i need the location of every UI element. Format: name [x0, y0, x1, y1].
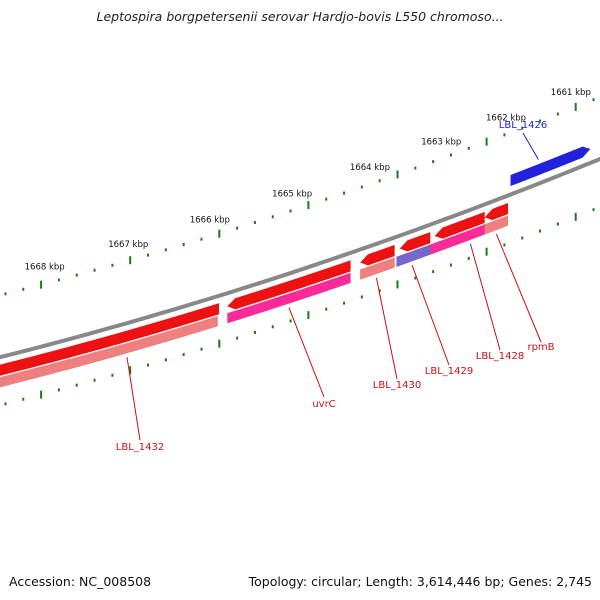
cds-LBL_1426[interactable]	[510, 146, 591, 187]
cds-rpmB[interactable]	[484, 202, 509, 221]
scale-label: 1663 kbp	[421, 138, 461, 148]
inner-tick-ring	[4, 208, 595, 406]
callout-line	[126, 357, 141, 441]
gene-label-LBL_1426[interactable]: LBL_1426	[499, 120, 547, 131]
cds-LBL_1428[interactable]	[434, 211, 485, 239]
cds-LBL_1430[interactable]	[359, 244, 395, 266]
gene-uvrC[interactable]	[227, 272, 351, 324]
cds-uvrC[interactable]	[226, 259, 351, 310]
feature-track	[0, 146, 591, 397]
gene-label-LBL_1432[interactable]: LBL_1432	[116, 442, 164, 453]
scale-labels: 1661 kbp 1662 kbp 1663 kbp 1664 kbp 1665 kbp…	[25, 88, 591, 273]
callout-line	[288, 307, 325, 398]
gene-label-rpmB[interactable]: rpmB	[527, 342, 554, 353]
callout-line	[495, 233, 542, 343]
accession-text: Accession: NC_008508	[9, 574, 152, 589]
callout-line	[411, 265, 450, 366]
scale-label: 1665 kbp	[272, 189, 312, 199]
callout-line	[469, 243, 501, 351]
gene-LBL_1429[interactable]	[396, 244, 431, 268]
gene-label-LBL_1430[interactable]: LBL_1430	[373, 380, 421, 391]
outer-tick-ring	[4, 98, 595, 296]
gene-label-uvrC[interactable]: uvrC	[312, 399, 335, 410]
scale-label: 1668 kbp	[25, 263, 65, 273]
scale-label: 1661 kbp	[551, 88, 591, 98]
callout-line	[375, 277, 398, 380]
backbone-circle	[0, 156, 600, 360]
gene-rpmB[interactable]	[484, 215, 509, 235]
gene-LBL_1432[interactable]	[0, 315, 218, 397]
gene-label-LBL_1428[interactable]: LBL_1428	[476, 351, 524, 362]
scale-label: 1664 kbp	[350, 163, 390, 173]
cds-LBL_1432[interactable]	[0, 302, 220, 383]
cds-LBL_1429[interactable]	[399, 231, 431, 252]
gene-label-LBL_1429[interactable]: LBL_1429	[425, 366, 473, 377]
scale-label: 1666 kbp	[190, 216, 230, 226]
scale-label: 1662 kbp	[486, 113, 526, 123]
gene-LBL_1430[interactable]	[359, 257, 395, 280]
genome-summary: Topology: circular; Length: 3,614,446 bp…	[248, 574, 592, 589]
callout-line	[522, 132, 539, 160]
scale-label: 1667 kbp	[108, 240, 148, 250]
map-title: Leptospira borgpetersenii serovar Hardjo…	[96, 9, 504, 24]
